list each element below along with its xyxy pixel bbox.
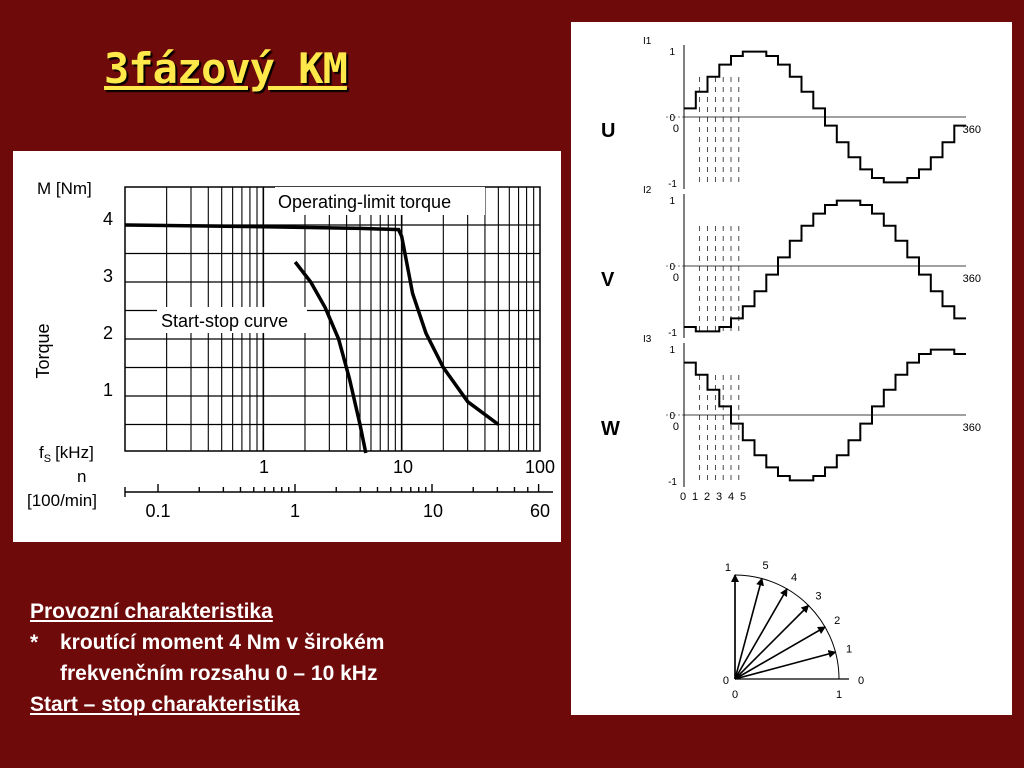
y-tick-1: 1 <box>103 380 113 400</box>
phase-x-zero: 0 <box>673 123 679 135</box>
phasor-x-one-label: 1 <box>836 689 842 701</box>
torque-chart: M [Nm] Torque 4 3 2 1 fS [kHz] n [100/min… <box>27 179 555 521</box>
phase-current-i2 <box>684 199 966 333</box>
notes-footer: Start – stop charakteristika <box>30 693 300 716</box>
phasor-vector <box>734 650 837 680</box>
phase-y-bottom: -1 <box>668 179 677 190</box>
y-tick-2: 2 <box>103 323 113 343</box>
notes-heading: Provozní charakteristika <box>30 600 273 623</box>
phase-y-top: 1 <box>669 196 675 207</box>
phase-y-bottom: -1 <box>668 328 677 339</box>
phase-x-zero: 0 <box>673 272 679 284</box>
phase-y-label: I3 <box>643 334 652 345</box>
phase-label: U <box>601 120 615 142</box>
phasor-vector-label-2: 2 <box>834 615 840 627</box>
phasor-x-zero-label: 0 <box>858 675 864 687</box>
phase-v: V I2 1 0 -1 0 360 <box>601 185 981 339</box>
operating-limit-annotation: Operating-limit torque <box>278 192 451 212</box>
step-tick-5: 5 <box>740 491 746 503</box>
phase-chart-panel: U I1 1 0 -1 0 360 V I2 1 0 -1 0 360 W I3 1 0 -1 0 360 0 1 2 3 4 5 … <box>571 22 1012 715</box>
step-tick-3: 3 <box>716 491 722 503</box>
phase-label: W <box>601 418 620 440</box>
notes-bullet: * kroutící moment 4 Nm v širokém <box>30 627 384 658</box>
phase-x-end: 360 <box>963 422 981 434</box>
phasor-vector <box>734 604 810 680</box>
phasor-vector-label-4: 4 <box>791 572 797 584</box>
n-tick-0.1: 0.1 <box>145 501 170 521</box>
n-axis-unit: [100/min] <box>27 491 97 510</box>
phase-x-zero: 0 <box>673 421 679 433</box>
y-tick-4: 4 <box>103 209 113 229</box>
f-tick-100: 100 <box>525 457 555 477</box>
startstop-label-bg <box>157 307 307 333</box>
phase-y-zero: 0 <box>669 262 675 273</box>
start-stop-annotation: Start-stop curve <box>161 311 288 331</box>
torque-chart-panel: M [Nm] Torque 4 3 2 1 fS [kHz] n [100/min… <box>13 151 561 542</box>
phase-u: U I1 1 0 -1 0 360 <box>601 36 981 190</box>
step-tick-2: 2 <box>704 491 710 503</box>
phase-y-top: 1 <box>669 47 675 58</box>
torque-unit-label: M [Nm] <box>37 179 92 198</box>
phasor-y-top-label: 1 <box>725 562 731 574</box>
start-stop-curve <box>293 260 368 454</box>
phase-y-label: I1 <box>643 36 652 47</box>
phase-current-i3 <box>684 348 966 482</box>
step-tick-0: 0 <box>680 491 686 503</box>
phase-y-label: I2 <box>643 185 652 196</box>
phase-y-top: 1 <box>669 345 675 356</box>
phasor-vector <box>734 626 826 680</box>
phasor-origin-y-label: 0 <box>723 675 729 687</box>
phasor-vector <box>734 588 788 680</box>
limit-label-bg <box>275 187 485 215</box>
phase-label: V <box>601 269 615 291</box>
n-axis-ticks <box>124 484 540 497</box>
bullet-marker: * <box>30 631 39 654</box>
phase-y-bottom: -1 <box>668 477 677 488</box>
phasor-vector-label-5: 5 <box>762 560 768 572</box>
n-axis-label: n <box>77 467 86 486</box>
phase-x-end: 360 <box>963 273 981 285</box>
phase-y-zero: 0 <box>669 113 675 124</box>
phasor-vector-label-3: 3 <box>815 591 821 603</box>
n-tick-60: 60 <box>530 501 550 521</box>
phasor-vector-label-1: 1 <box>846 644 852 656</box>
operating-limit-curve <box>124 223 500 426</box>
bullet-line-2: frekvenčním rozsahu 0 – 10 kHz <box>60 662 378 685</box>
phasor-diagram: 1 0 0 1 0 1 2 3 4 5 <box>723 560 864 701</box>
f-tick-1: 1 <box>259 457 269 477</box>
phasor-vector <box>734 577 764 680</box>
phase-current-i1 <box>684 50 966 184</box>
step-tick-1: 1 <box>692 491 698 503</box>
slide-title: 3fázový KM <box>104 44 348 93</box>
bullet-line-1: kroutící moment 4 Nm v širokém <box>60 631 385 654</box>
step-tick-4: 4 <box>728 491 734 503</box>
phase-x-end: 360 <box>963 124 981 136</box>
phasor-origin-x-label: 0 <box>732 689 738 701</box>
y-tick-3: 3 <box>103 266 113 286</box>
f-tick-10: 10 <box>393 457 413 477</box>
n-tick-10: 10 <box>423 501 443 521</box>
f-axis-label: fS [kHz] <box>39 443 94 465</box>
notes-block: Provozní charakteristika * kroutící mome… <box>30 596 384 720</box>
n-tick-1: 1 <box>290 501 300 521</box>
phase-y-zero: 0 <box>669 411 675 422</box>
torque-axis-label: Torque <box>33 323 53 378</box>
phase-w: W I3 1 0 -1 0 360 <box>601 334 981 488</box>
